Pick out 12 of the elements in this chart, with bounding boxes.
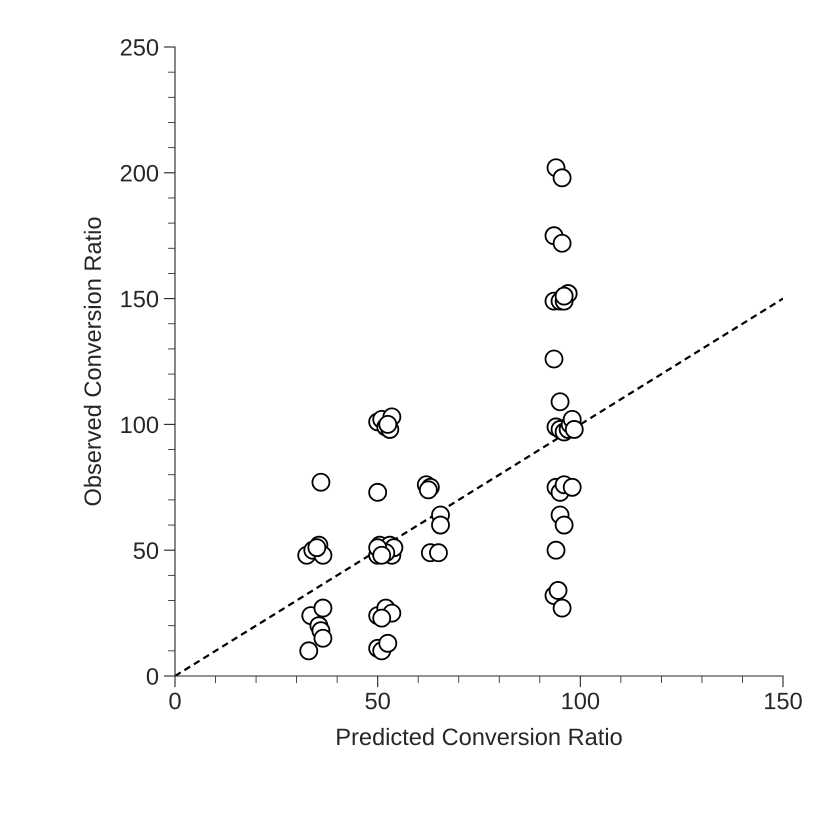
x-axis-title: Predicted Conversion Ratio bbox=[337, 728, 622, 746]
y-tick-label: 250 bbox=[120, 39, 158, 56]
x-tick-label: 100 bbox=[562, 692, 600, 710]
y-tick-label: 200 bbox=[120, 164, 158, 182]
y-tick-label: 100 bbox=[121, 416, 158, 434]
x-tick-label: 50 bbox=[365, 692, 390, 710]
y-tick-label: 150 bbox=[121, 290, 158, 308]
x-tick-label: 150 bbox=[765, 692, 802, 710]
x-tick-label: 0 bbox=[169, 692, 181, 710]
y-tick-label: 0 bbox=[146, 668, 158, 685]
y-axis-title: Observed Conversion Ratio bbox=[84, 217, 102, 506]
y-tick-label: 50 bbox=[134, 542, 158, 559]
